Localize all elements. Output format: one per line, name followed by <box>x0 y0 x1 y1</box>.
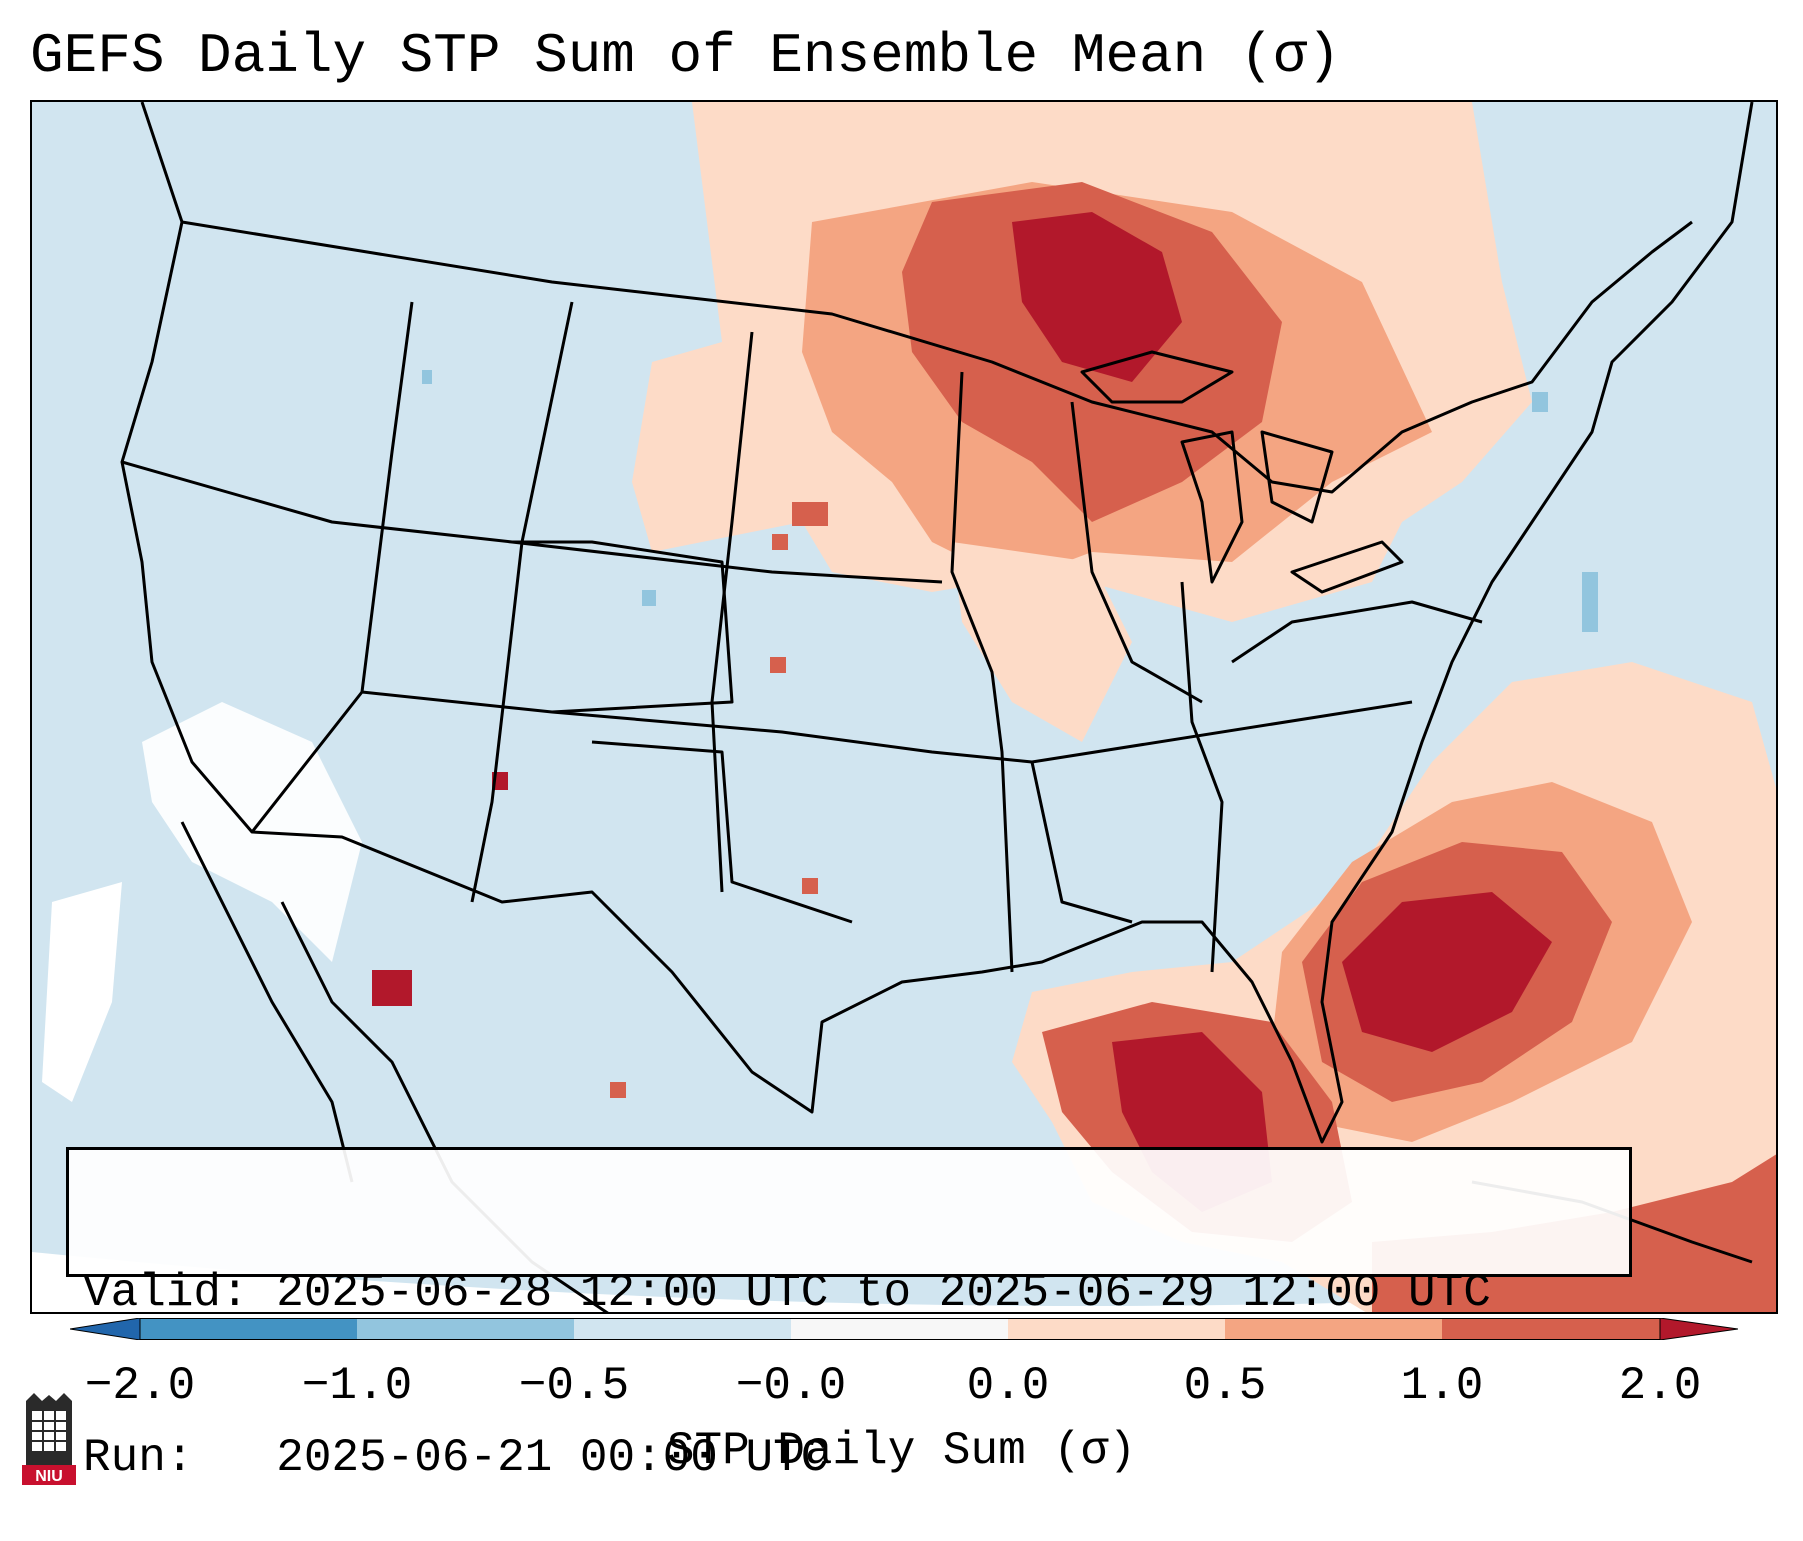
cool-anomaly-fields <box>422 370 1598 632</box>
colorbar-under-arrow <box>70 1318 141 1340</box>
anomaly-cell-kansas <box>770 657 786 673</box>
state-line-3 <box>360 301 414 693</box>
colorbar-tick-label: −2.0 <box>84 1360 196 1412</box>
colorbar-bin-5 <box>1008 1318 1225 1340</box>
logo-text: NIU <box>35 1468 63 1485</box>
anomaly-cell-baja <box>372 970 412 1006</box>
lake-michigan <box>1180 430 1244 584</box>
lake-erie <box>1290 540 1404 594</box>
canada-border <box>181 220 1693 494</box>
cool-cell-idaho <box>422 370 432 384</box>
colorbar-tick-label: −1.0 <box>301 1360 413 1412</box>
chart-title: GEFS Daily STP Sum of Ensemble Mean (σ) <box>30 24 1341 88</box>
colorbar-frame <box>139 1318 1661 1340</box>
anomaly-region-ohio-valley <box>952 542 1132 742</box>
state-line-10 <box>591 740 853 924</box>
lake-superior <box>1080 350 1234 404</box>
colorbar <box>70 1318 1738 1340</box>
state-line-6 <box>950 371 1014 973</box>
colorbar-bin-7 <box>1442 1318 1660 1340</box>
state-line-7 <box>1180 581 1224 973</box>
cool-cell-northeast-2 <box>1582 572 1598 632</box>
warm-anomaly-fields <box>372 102 1776 1312</box>
colorbar-tick-label: 0.0 <box>966 1360 1050 1412</box>
colorbar-bin-2 <box>357 1318 574 1340</box>
colorbar-bin-3 <box>574 1318 791 1340</box>
valid-time-text: Valid: 2025-06-28 12:00 UTC to 2025-06-2… <box>83 1267 1491 1319</box>
anomaly-cell-south-dakota <box>792 502 828 526</box>
niu-logo: NIU <box>22 1393 76 1485</box>
missing-data-zone <box>32 1252 1776 1312</box>
boundary-lines <box>120 102 1754 1312</box>
state-line-2 <box>250 690 1413 833</box>
baja-peninsula <box>180 821 354 1183</box>
colorbar-over-arrow <box>1659 1318 1738 1340</box>
state-line-8 <box>1070 401 1203 704</box>
colorbar-tick-label: 2.0 <box>1618 1360 1702 1412</box>
colorbar-tick-label: 0.5 <box>1183 1360 1267 1412</box>
colorbar-bin-4 <box>791 1318 1008 1340</box>
run-time-text: Run: 2025-06-21 00:00 UTC <box>83 1432 829 1484</box>
lake-huron <box>1260 430 1334 524</box>
cool-cell-colorado <box>642 590 656 606</box>
colorbar-bin-6 <box>1225 1318 1442 1340</box>
state-line-9 <box>512 540 734 714</box>
colorbar-tick-label: −0.5 <box>518 1360 630 1412</box>
anomaly-max-great-lakes <box>1012 212 1182 382</box>
anomaly-max-atlantic <box>1342 892 1552 1052</box>
anomaly-cell-texas <box>802 878 818 894</box>
map-panel[interactable] <box>30 100 1778 1314</box>
colorbar-bin-1 <box>140 1318 357 1340</box>
state-line-5 <box>710 331 754 893</box>
colorbar-tick-label: 1.0 <box>1400 1360 1484 1412</box>
us-national-border <box>120 102 1754 1144</box>
map-canvas <box>32 102 1776 1312</box>
state-line-11 <box>1030 761 1133 924</box>
validity-info-box: Valid: 2025-06-28 12:00 UTC to 2025-06-2… <box>66 1147 1632 1484</box>
anomaly-cell-nebraska <box>772 534 788 550</box>
colorbar-tick-label: −0.0 <box>735 1360 847 1412</box>
anomaly-cell-mexico <box>610 1082 626 1098</box>
state-line-12 <box>1231 600 1483 664</box>
colorbar-axis-label: STP Daily Sum (σ) <box>666 1425 1137 1477</box>
missing-data-zone-west <box>42 882 122 1102</box>
cool-cell-northeast-1 <box>1532 392 1548 412</box>
state-line-4 <box>470 301 574 903</box>
